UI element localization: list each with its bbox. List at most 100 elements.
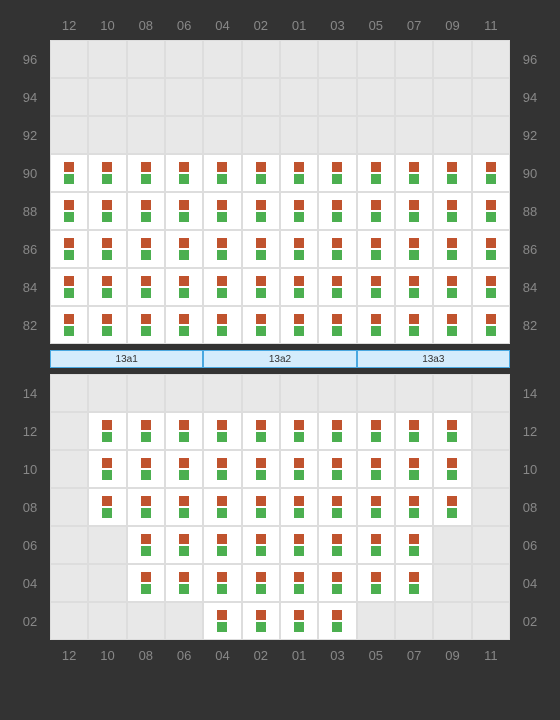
seat-cell[interactable] (357, 564, 395, 602)
seat-cell[interactable] (318, 450, 356, 488)
seat-cell[interactable] (357, 230, 395, 268)
seat-cell[interactable] (242, 488, 280, 526)
seat-cell[interactable] (357, 526, 395, 564)
seat-cell[interactable] (433, 230, 471, 268)
seat-cell[interactable] (242, 526, 280, 564)
seat-cell[interactable] (357, 450, 395, 488)
seat-cell[interactable] (433, 306, 471, 344)
seat-cell[interactable] (203, 564, 241, 602)
seat-cell[interactable] (280, 526, 318, 564)
seat-cell[interactable] (318, 268, 356, 306)
seat-cell[interactable] (318, 192, 356, 230)
seat-cell[interactable] (242, 602, 280, 640)
seat-cell[interactable] (88, 488, 126, 526)
seat-cell[interactable] (472, 154, 510, 192)
seat-cell[interactable] (127, 230, 165, 268)
seat-cell[interactable] (280, 564, 318, 602)
seat-cell[interactable] (242, 230, 280, 268)
seat-cell[interactable] (395, 526, 433, 564)
seat-cell[interactable] (165, 488, 203, 526)
seat-cell[interactable] (165, 306, 203, 344)
seat-cell[interactable] (242, 306, 280, 344)
seat-cell[interactable] (165, 412, 203, 450)
seat-cell[interactable] (165, 450, 203, 488)
seat-cell[interactable] (395, 412, 433, 450)
seat-cell[interactable] (88, 412, 126, 450)
seat-cell[interactable] (203, 412, 241, 450)
seat-cell[interactable] (280, 192, 318, 230)
zone-label[interactable]: 13a1 (50, 350, 203, 368)
seat-cell[interactable] (395, 230, 433, 268)
seat-cell[interactable] (88, 306, 126, 344)
seat-cell[interactable] (357, 192, 395, 230)
seat-cell[interactable] (395, 268, 433, 306)
seat-cell[interactable] (318, 306, 356, 344)
seat-cell[interactable] (127, 268, 165, 306)
seat-cell[interactable] (88, 268, 126, 306)
seat-cell[interactable] (242, 564, 280, 602)
seat-cell[interactable] (50, 268, 88, 306)
seat-cell[interactable] (280, 230, 318, 268)
seat-cell[interactable] (357, 306, 395, 344)
seat-cell[interactable] (203, 450, 241, 488)
seat-cell[interactable] (203, 230, 241, 268)
seat-cell[interactable] (357, 412, 395, 450)
seat-cell[interactable] (88, 154, 126, 192)
seat-cell[interactable] (280, 488, 318, 526)
seat-cell[interactable] (50, 192, 88, 230)
seat-cell[interactable] (318, 154, 356, 192)
seat-cell[interactable] (127, 564, 165, 602)
seat-cell[interactable] (50, 230, 88, 268)
seat-cell[interactable] (127, 306, 165, 344)
seat-cell[interactable] (127, 412, 165, 450)
seat-cell[interactable] (318, 602, 356, 640)
seat-cell[interactable] (357, 268, 395, 306)
seat-cell[interactable] (280, 154, 318, 192)
zone-label[interactable]: 13a2 (203, 350, 356, 368)
seat-cell[interactable] (280, 412, 318, 450)
seat-cell[interactable] (318, 230, 356, 268)
seat-cell[interactable] (357, 154, 395, 192)
seat-cell[interactable] (280, 306, 318, 344)
seat-cell[interactable] (357, 488, 395, 526)
seat-cell[interactable] (165, 268, 203, 306)
seat-cell[interactable] (472, 268, 510, 306)
seat-cell[interactable] (165, 154, 203, 192)
seat-cell[interactable] (127, 488, 165, 526)
seat-cell[interactable] (242, 268, 280, 306)
seat-cell[interactable] (127, 154, 165, 192)
seat-cell[interactable] (395, 154, 433, 192)
seat-cell[interactable] (127, 192, 165, 230)
seat-cell[interactable] (242, 412, 280, 450)
seat-cell[interactable] (242, 450, 280, 488)
seat-cell[interactable] (127, 450, 165, 488)
seat-cell[interactable] (165, 192, 203, 230)
seat-cell[interactable] (318, 526, 356, 564)
seat-cell[interactable] (472, 192, 510, 230)
seat-cell[interactable] (280, 450, 318, 488)
seat-cell[interactable] (203, 192, 241, 230)
seat-cell[interactable] (472, 230, 510, 268)
seat-cell[interactable] (433, 450, 471, 488)
seat-cell[interactable] (433, 412, 471, 450)
seat-cell[interactable] (127, 526, 165, 564)
seat-cell[interactable] (88, 192, 126, 230)
seat-cell[interactable] (50, 154, 88, 192)
seat-cell[interactable] (318, 564, 356, 602)
seat-cell[interactable] (203, 488, 241, 526)
seat-cell[interactable] (395, 564, 433, 602)
seat-cell[interactable] (318, 488, 356, 526)
seat-cell[interactable] (433, 488, 471, 526)
seat-cell[interactable] (395, 488, 433, 526)
seat-cell[interactable] (50, 306, 88, 344)
seat-cell[interactable] (433, 192, 471, 230)
seat-cell[interactable] (203, 602, 241, 640)
seat-cell[interactable] (203, 154, 241, 192)
seat-cell[interactable] (433, 154, 471, 192)
seat-cell[interactable] (395, 306, 433, 344)
seat-cell[interactable] (433, 268, 471, 306)
seat-cell[interactable] (203, 526, 241, 564)
seat-cell[interactable] (203, 268, 241, 306)
seat-cell[interactable] (165, 526, 203, 564)
zone-label[interactable]: 13a3 (357, 350, 510, 368)
